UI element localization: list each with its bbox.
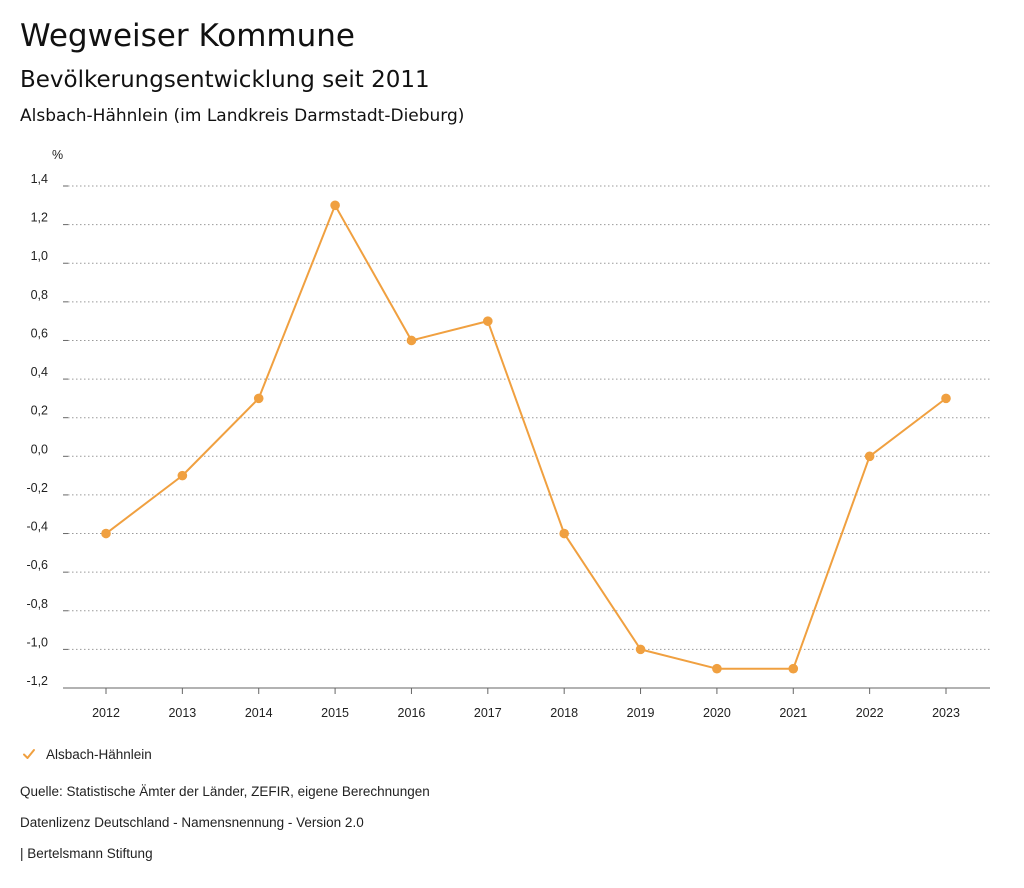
- x-tick-label: 2017: [474, 706, 502, 720]
- data-point-2021[interactable]: [788, 663, 799, 674]
- data-point-2017[interactable]: [483, 316, 493, 326]
- line-chart: 1,4 1,2 1,0 0,8 0,6 0,4 0,2 0,0 -0,2 -0,4 -0,6 -0,8…: [26, 148, 990, 720]
- y-tick-label: 0,6: [31, 326, 48, 340]
- legend-label: Alsbach-Hähnlein: [46, 746, 152, 762]
- series-line: [105, 204, 947, 670]
- x-tick-label: 2012: [92, 706, 120, 720]
- series-alsbach: [101, 200, 951, 674]
- data-point-2023[interactable]: [941, 393, 951, 404]
- x-tick-label: 2015: [321, 706, 349, 720]
- y-tick-label: 0,4: [31, 365, 48, 379]
- license-note: Datenlizenz Deutschland - Namensnennung …: [20, 815, 364, 830]
- grid-lines: [63, 185, 990, 694]
- publisher-note: | Bertelsmann Stiftung: [20, 846, 153, 861]
- y-tick-label: 1,0: [31, 249, 48, 263]
- y-tick-label: -0,2: [26, 481, 48, 495]
- data-point-2014[interactable]: [253, 393, 264, 404]
- y-tick-label: -1,0: [26, 635, 48, 649]
- data-point-2015[interactable]: [330, 200, 340, 211]
- x-tick-label: 2022: [856, 706, 884, 720]
- y-tick-label: 0,0: [31, 442, 48, 456]
- x-tick-label: 2018: [550, 706, 578, 720]
- y-axis-unit: %: [52, 148, 63, 162]
- y-tick-label: -0,6: [26, 558, 48, 572]
- x-tick-label: 2020: [703, 706, 731, 720]
- x-tick-label: 2019: [627, 706, 655, 720]
- source-note: Quelle: Statistische Ämter der Länder, Z…: [20, 784, 430, 799]
- data-point-2020[interactable]: [712, 663, 722, 674]
- data-point-2019[interactable]: [635, 644, 646, 655]
- page-title: Wegweiser Kommune: [20, 18, 355, 54]
- y-tick-label: 1,2: [31, 211, 48, 225]
- data-point-2022[interactable]: [864, 451, 875, 462]
- page-subtitle: Bevölkerungsentwicklung seit 2011: [20, 67, 430, 93]
- region-title: Alsbach-Hähnlein (im Landkreis Darmstadt…: [20, 106, 465, 126]
- y-tick-label: -0,8: [26, 597, 48, 611]
- y-tick-label: 0,8: [31, 288, 48, 302]
- check-icon: [23, 749, 35, 759]
- data-point-2018[interactable]: [559, 528, 569, 539]
- y-tick-label: 0,2: [31, 404, 48, 418]
- y-tick-label: 1,4: [31, 172, 48, 186]
- data-point-2012[interactable]: [101, 528, 111, 539]
- legend[interactable]: Alsbach-Hähnlein: [22, 744, 152, 764]
- x-tick-label: 2021: [779, 706, 807, 720]
- x-tick-label: 2014: [245, 706, 273, 720]
- y-tick-labels: 1,4 1,2 1,0 0,8 0,6 0,4 0,2 0,0 -0,2 -0,4 -0,6 -0,8…: [26, 172, 48, 688]
- x-tick-label: 2016: [398, 706, 426, 720]
- data-point-2016[interactable]: [406, 335, 417, 346]
- y-tick-label: -0,4: [26, 520, 48, 534]
- data-point-2013[interactable]: [177, 470, 188, 481]
- x-tick-label: 2023: [932, 706, 960, 720]
- x-tick-label: 2013: [168, 706, 196, 720]
- y-tick-label: -1,2: [26, 674, 48, 688]
- x-tick-labels: 2012 2013 2014 2015 2016 2017 2018 2019 2020 2021…: [92, 706, 960, 720]
